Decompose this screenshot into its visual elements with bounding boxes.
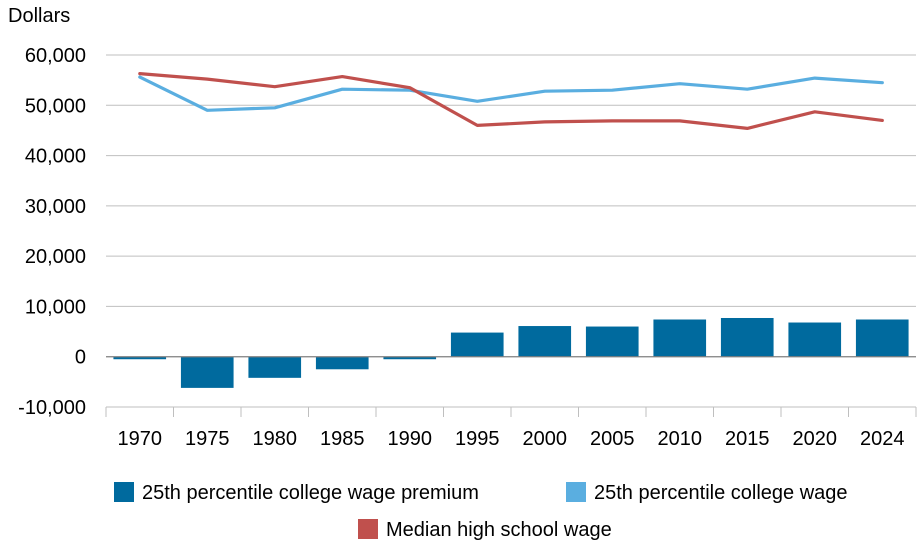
- y-tick-label: 20,000: [25, 246, 86, 268]
- grid-lines: [106, 54, 916, 408]
- legend-label: 25th percentile college wage premium: [142, 482, 479, 504]
- bar-2000: [518, 326, 572, 357]
- x-tick-label: 1985: [320, 428, 365, 450]
- legend-swatch: [566, 482, 586, 502]
- y-tick-label: 60,000: [25, 45, 86, 67]
- bar-1970: [113, 356, 167, 360]
- x-axis: [105, 356, 917, 417]
- x-tick-label: 2020: [793, 428, 838, 450]
- x-tick-label: 2000: [523, 428, 568, 450]
- bar-1985: [315, 356, 369, 370]
- bar-1980: [248, 356, 302, 378]
- legend-label: Median high school wage: [386, 519, 612, 541]
- x-tick-label: 2024: [860, 428, 905, 450]
- y-tick-label: 30,000: [25, 196, 86, 218]
- bar-2015: [720, 317, 774, 357]
- x-tick-label: 1980: [253, 428, 298, 450]
- bar-1990: [383, 356, 437, 360]
- series-line-2: [138, 71, 884, 130]
- bar-2024: [855, 319, 909, 357]
- series-line-1: [138, 75, 884, 112]
- line-series: [138, 71, 884, 130]
- x-tick-label: 2015: [725, 428, 770, 450]
- legend-swatch: [358, 519, 378, 539]
- bar-1975: [180, 356, 234, 388]
- y-axis-unit-label: Dollars: [8, 5, 70, 27]
- legend-swatch: [114, 482, 134, 502]
- x-tick-label: 1975: [185, 428, 230, 450]
- y-tick-label: -10,000: [18, 397, 86, 419]
- bar-1995: [450, 332, 504, 357]
- bar-2005: [585, 326, 639, 357]
- x-tick-label: 1995: [455, 428, 500, 450]
- bar-2010: [653, 319, 707, 357]
- bar-2020: [788, 322, 842, 357]
- legend: 25th percentile college wage premium 25th…: [114, 482, 848, 541]
- y-tick-label: 10,000: [25, 296, 86, 318]
- y-axis-ticks: -10,000 0 10,000 20,000 30,000 40,000 50,000 60…: [18, 45, 86, 419]
- x-axis-ticks: 1970 1975 1980 1985 1990 1995 2000 2005 2010 2015…: [118, 428, 905, 450]
- y-tick-label: 0: [75, 347, 86, 369]
- legend-label: 25th percentile college wage: [594, 482, 848, 504]
- x-tick-label: 1970: [118, 428, 163, 450]
- bar-series: [113, 317, 909, 388]
- y-tick-label: 40,000: [25, 146, 86, 168]
- x-tick-label: 2010: [658, 428, 703, 450]
- x-tick-label: 2005: [590, 428, 635, 450]
- y-tick-label: 50,000: [25, 95, 86, 117]
- x-tick-label: 1990: [388, 428, 433, 450]
